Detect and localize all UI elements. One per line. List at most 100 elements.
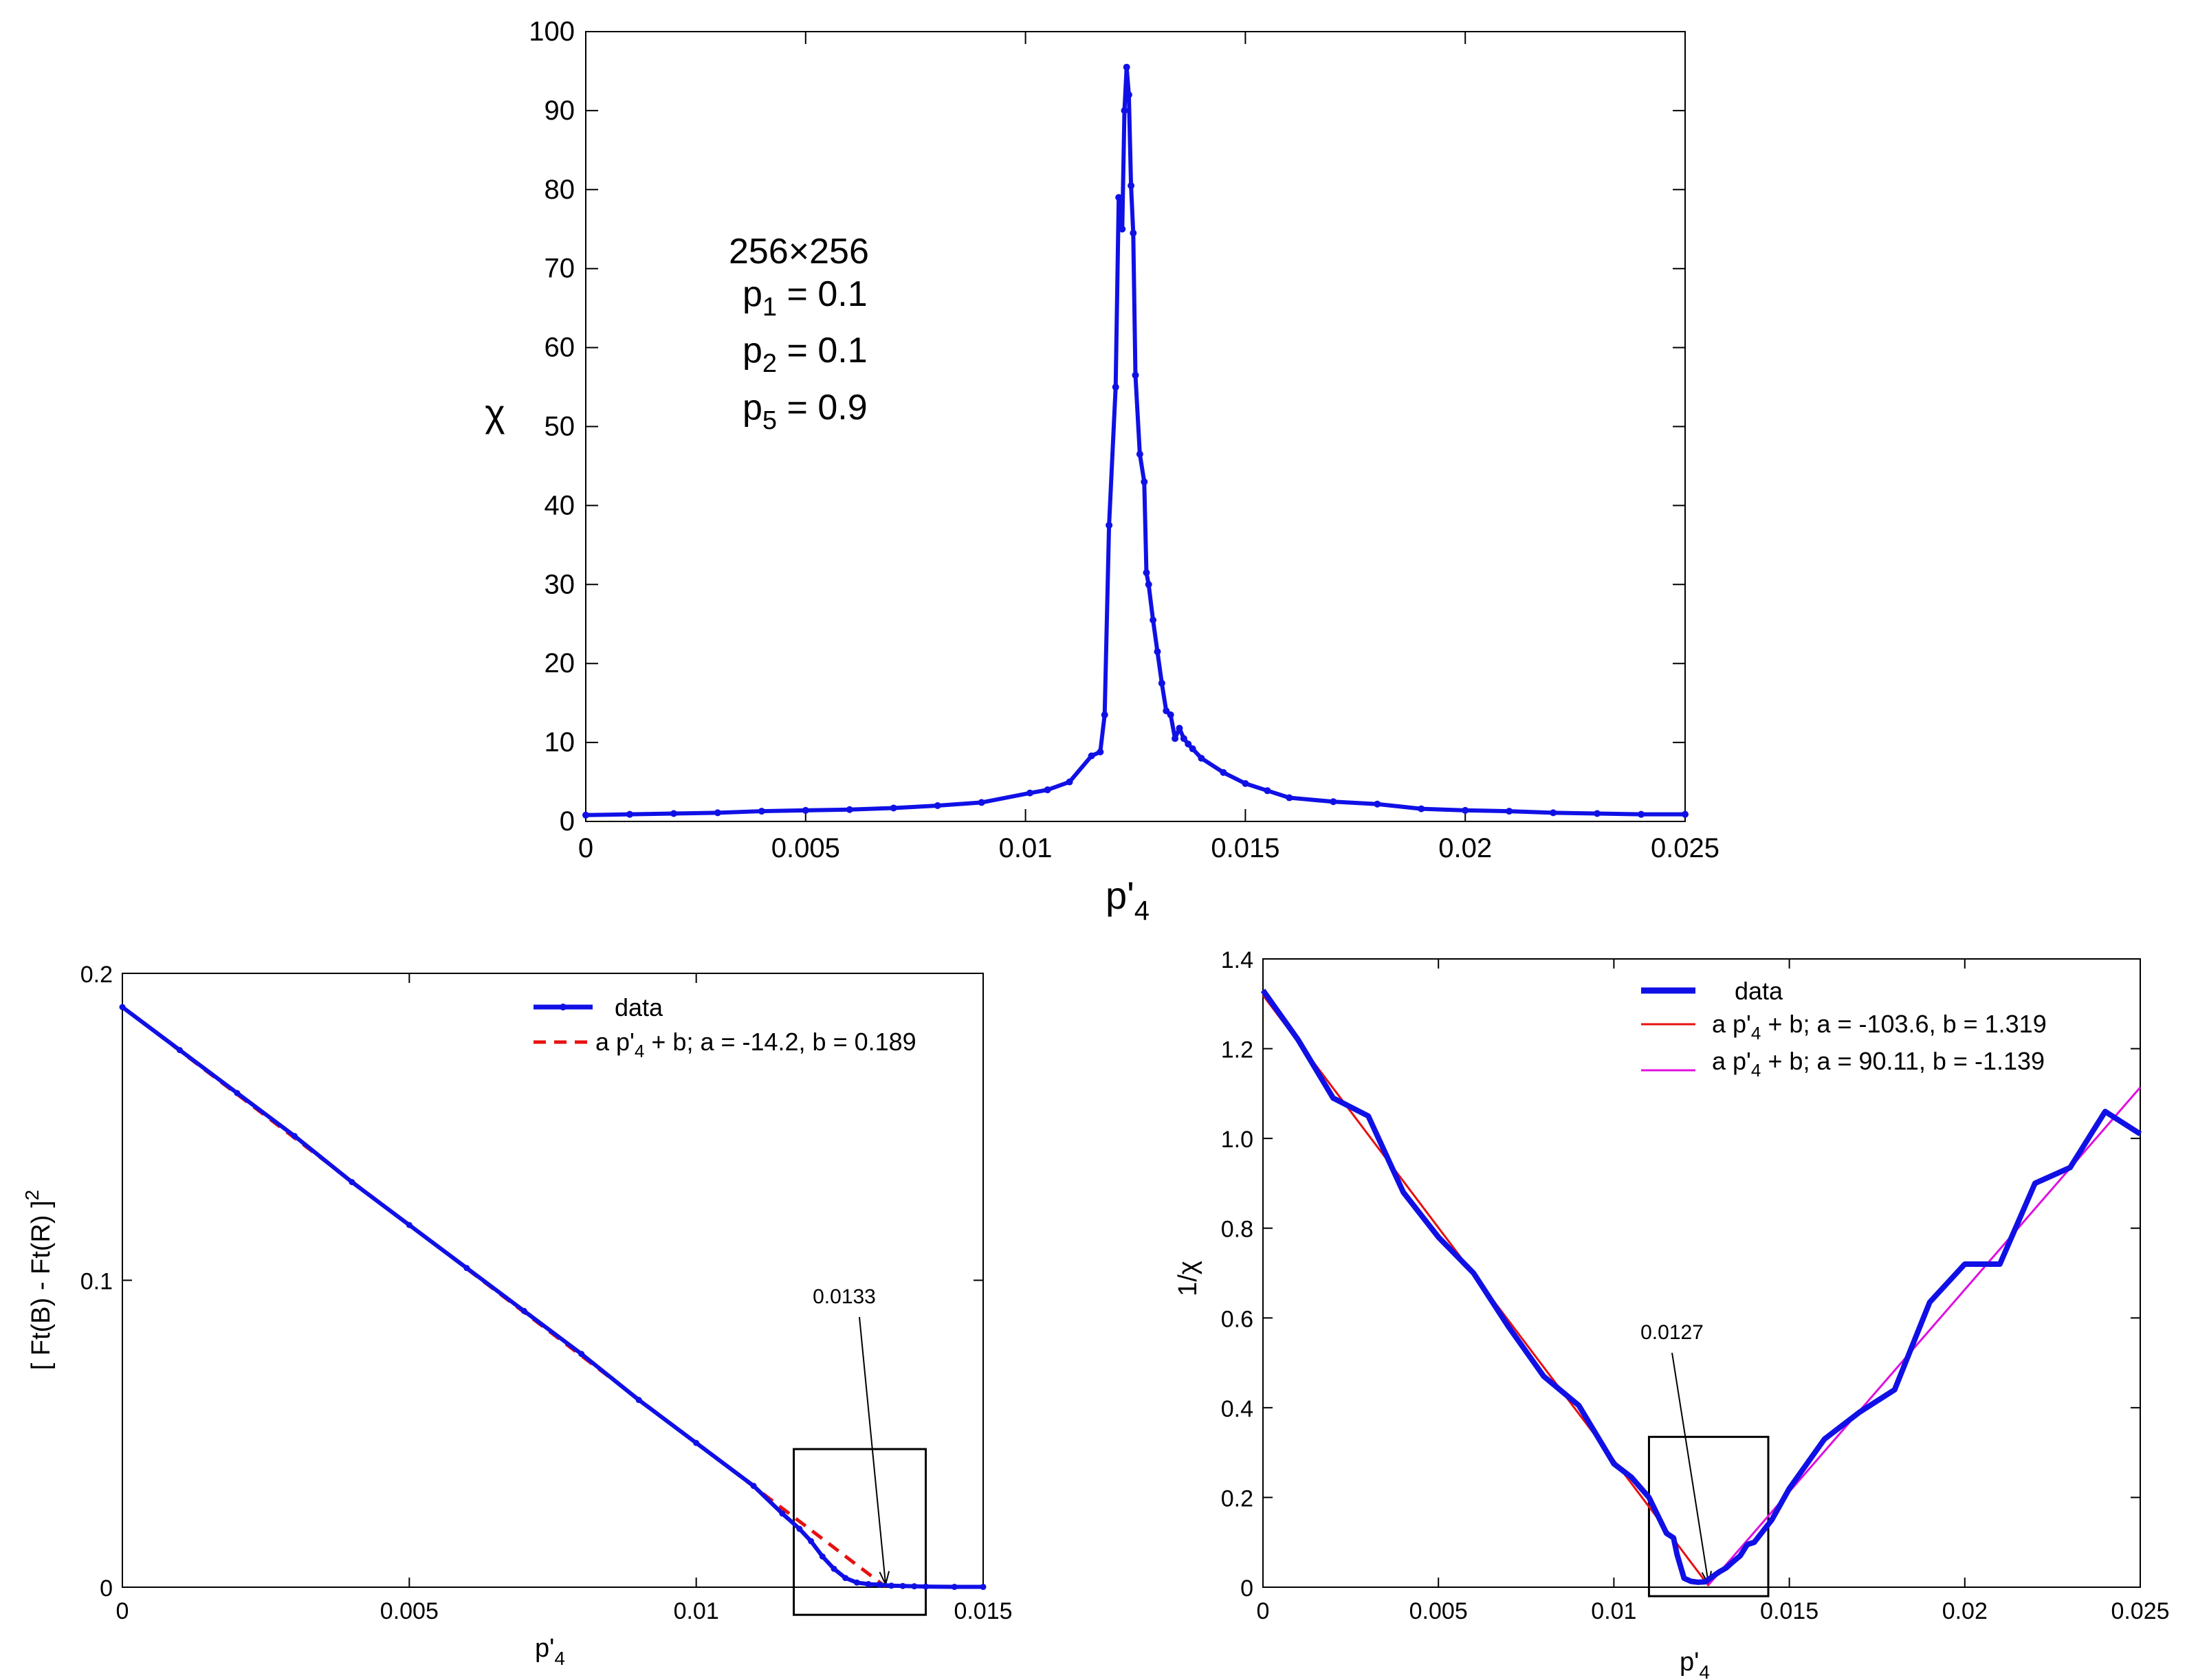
data-point bbox=[890, 804, 897, 812]
data-point bbox=[1176, 725, 1183, 732]
x-tick-label: 0.015 bbox=[1211, 833, 1279, 863]
y-tick-label: 0.2 bbox=[1221, 1485, 1253, 1512]
data-point bbox=[119, 1004, 126, 1010]
annotation-p2: p2 = 0.1 bbox=[743, 331, 868, 378]
y-axis-label: [ Ft(B) - Ft(R) ]2 bbox=[21, 1190, 56, 1371]
y-tick-label: 100 bbox=[529, 16, 575, 47]
data-point bbox=[1066, 778, 1073, 786]
arrow-label: 0.0127 bbox=[1640, 1321, 1704, 1344]
x-tick-label: 0.005 bbox=[771, 833, 840, 863]
data-point bbox=[1044, 786, 1051, 794]
x-tick-label: 0 bbox=[578, 833, 593, 863]
data-point bbox=[1682, 810, 1689, 818]
inverse-chi-chart: 0 0.005 0.01 0.015 0.02 0.025 0 0.2 0.4 0.6 0.8 1.… bbox=[1174, 947, 2170, 1680]
data-point bbox=[1158, 679, 1165, 687]
data-point bbox=[819, 1553, 826, 1560]
data-point bbox=[853, 1579, 860, 1586]
data-point bbox=[1506, 808, 1513, 815]
data-point bbox=[1141, 478, 1148, 485]
x-tick-label: 0.015 bbox=[1760, 1598, 1818, 1624]
data-point bbox=[1242, 780, 1249, 787]
data-point bbox=[1128, 182, 1135, 190]
data-point bbox=[1462, 806, 1469, 814]
x-tick-label: 0 bbox=[1257, 1598, 1270, 1624]
data-point bbox=[406, 1222, 413, 1228]
data-point bbox=[1185, 740, 1192, 748]
data-point bbox=[1594, 810, 1601, 817]
data-point bbox=[1106, 522, 1113, 529]
legend-label-data: data bbox=[615, 993, 663, 1021]
data-marks bbox=[1260, 988, 2142, 1587]
data-point bbox=[808, 1538, 815, 1545]
data-point bbox=[1154, 648, 1161, 655]
y-tick-label: 60 bbox=[545, 333, 575, 363]
legend-label-fit2: a p'4 + b; a = 90.11, b = -1.139 bbox=[1712, 1047, 2045, 1081]
legend-marker-data bbox=[560, 1004, 567, 1010]
data-point bbox=[1286, 794, 1293, 802]
data-point bbox=[1374, 800, 1381, 808]
data-point bbox=[1130, 229, 1137, 236]
data-point bbox=[802, 806, 809, 814]
data-point bbox=[1264, 787, 1271, 795]
data-point bbox=[1550, 809, 1557, 817]
ft-diff-chart: 0 0.005 0.01 0.015 0 0.1 0.2 0.0133 p'4 [ Ft(… bbox=[21, 962, 1013, 1669]
annotation-size: 256×256 bbox=[729, 232, 869, 272]
legend-label-data: data bbox=[1735, 977, 1783, 1005]
x-tick-label: 0.01 bbox=[1591, 1598, 1636, 1624]
data-marks bbox=[119, 1004, 987, 1591]
data-point bbox=[1119, 225, 1126, 233]
data-point bbox=[1172, 735, 1179, 742]
legend: data a p'4 + b; a = -103.6, b = 1.319 a … bbox=[1641, 977, 2047, 1081]
y-tick-label: 0 bbox=[1240, 1576, 1253, 1602]
data-point bbox=[1145, 581, 1152, 588]
data-point bbox=[1418, 805, 1425, 813]
y-tick-label: 30 bbox=[545, 569, 575, 599]
data-point bbox=[1136, 450, 1143, 458]
data-point bbox=[1101, 711, 1108, 718]
data-point bbox=[865, 1581, 872, 1588]
y-tick-label: 10 bbox=[545, 727, 575, 758]
data-point bbox=[796, 1525, 803, 1532]
x-tick-label: 0.005 bbox=[380, 1598, 439, 1624]
y-tick-labels: 0 0.1 0.2 bbox=[80, 962, 113, 1602]
data-marks bbox=[582, 63, 1689, 819]
data-point bbox=[582, 811, 589, 819]
y-tick-label: 0 bbox=[100, 1576, 113, 1602]
data-point bbox=[951, 1584, 958, 1591]
data-point bbox=[779, 1510, 786, 1517]
y-tick-label: 50 bbox=[545, 412, 575, 442]
data-point bbox=[1143, 569, 1150, 577]
arrow-label: 0.0133 bbox=[813, 1285, 876, 1308]
x-tick-labels: 0 0.005 0.01 0.015 0.02 0.025 bbox=[578, 833, 1719, 863]
x-tick-label: 0.01 bbox=[674, 1598, 719, 1624]
y-tick-label: 1.0 bbox=[1221, 1127, 1253, 1153]
data-point bbox=[1125, 91, 1132, 98]
data-point bbox=[1132, 371, 1139, 379]
y-tick-label: 90 bbox=[545, 96, 575, 126]
overlay-extras: 0.0133 bbox=[793, 1285, 927, 1616]
x-tick-label: 0.02 bbox=[1438, 833, 1492, 863]
plot-frame bbox=[122, 973, 984, 1588]
data-point bbox=[923, 1583, 930, 1590]
x-tick-label: 0.015 bbox=[954, 1598, 1012, 1624]
x-tick-label: 0.025 bbox=[2111, 1598, 2169, 1624]
series-line bbox=[585, 65, 1685, 817]
data-point bbox=[520, 1307, 527, 1314]
data-point bbox=[877, 1581, 883, 1588]
data-point bbox=[1115, 194, 1123, 201]
data-point bbox=[1189, 745, 1196, 753]
y-tick-label: 70 bbox=[545, 254, 575, 284]
data-point bbox=[758, 808, 765, 815]
y-tick-label: 80 bbox=[545, 175, 575, 205]
data-point bbox=[750, 1483, 757, 1490]
y-tick-label: 0.6 bbox=[1221, 1306, 1253, 1332]
zoom-box bbox=[793, 1448, 927, 1616]
data-point bbox=[899, 1582, 906, 1589]
legend-label-fit1: a p'4 + b; a = -103.6, b = 1.319 bbox=[1712, 1010, 2047, 1043]
series-line bbox=[1260, 988, 2142, 1585]
data-point bbox=[1112, 384, 1119, 391]
data-point bbox=[291, 1133, 298, 1140]
data-point bbox=[578, 1351, 585, 1358]
y-tick-label: 0.8 bbox=[1221, 1217, 1253, 1243]
data-point bbox=[626, 810, 633, 818]
